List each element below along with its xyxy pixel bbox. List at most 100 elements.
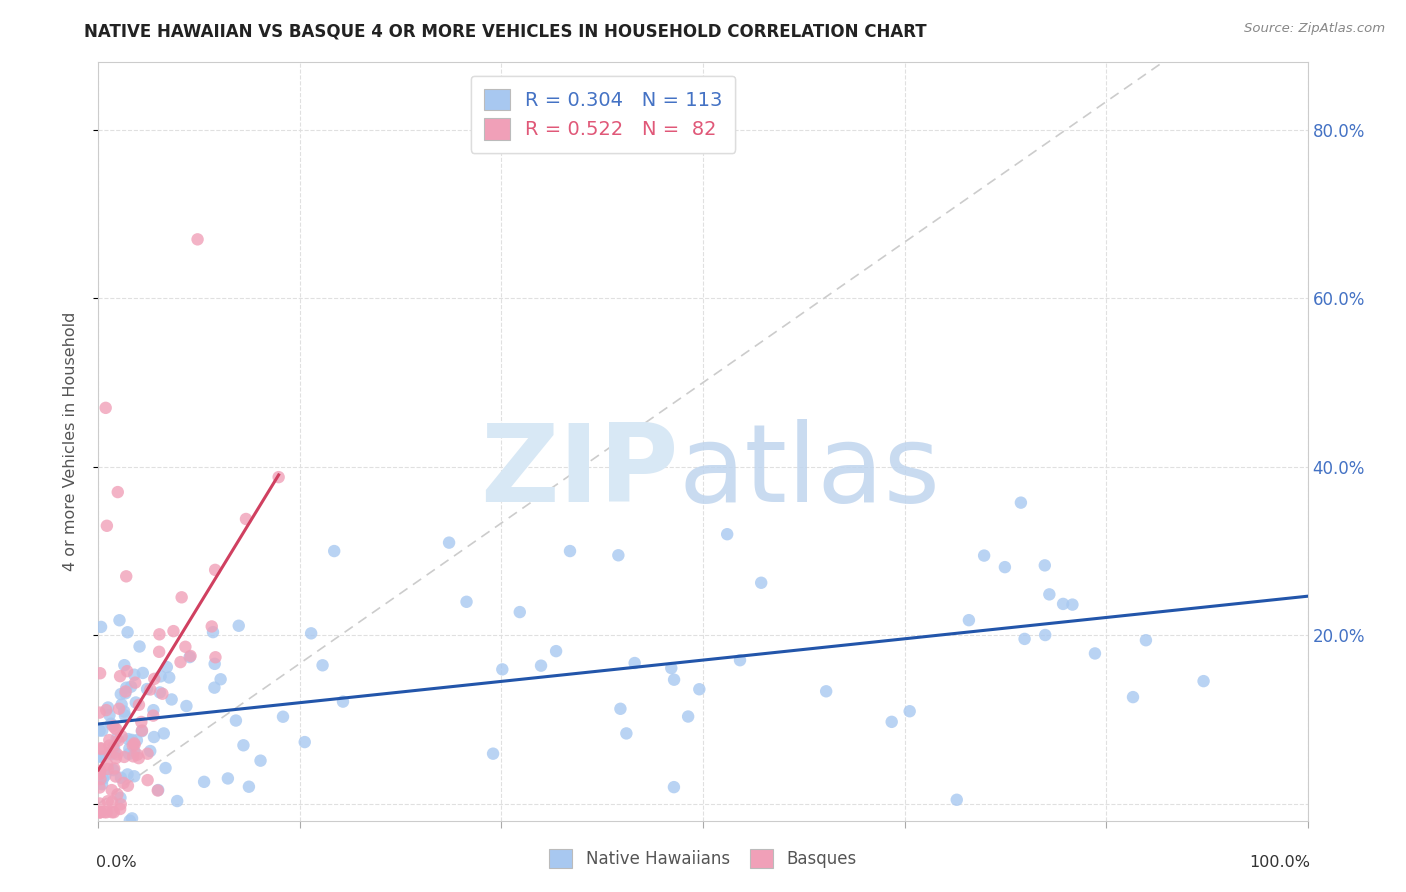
- Point: [1010, 496, 1032, 510]
- Point: [101, 795, 124, 809]
- Point: [136, 681, 159, 696]
- Point: [91, 777, 114, 791]
- Point: [101, 805, 124, 820]
- Point: [299, 626, 322, 640]
- Point: [152, 726, 174, 740]
- Point: [89, 764, 111, 779]
- Point: [125, 733, 148, 747]
- Point: [558, 544, 581, 558]
- Point: [98, 739, 121, 753]
- Text: atlas: atlas: [679, 419, 941, 524]
- Point: [122, 736, 145, 750]
- Point: [108, 802, 131, 816]
- Point: [749, 575, 772, 590]
- Point: [110, 698, 132, 712]
- Point: [148, 627, 170, 641]
- Point: [169, 655, 191, 669]
- Point: [546, 644, 568, 658]
- Point: [880, 714, 903, 729]
- Point: [104, 770, 127, 784]
- Point: [1135, 633, 1157, 648]
- Point: [174, 640, 197, 654]
- Point: [128, 698, 150, 712]
- Point: [688, 682, 710, 697]
- Point: [160, 692, 183, 706]
- Point: [238, 780, 260, 794]
- Point: [101, 719, 124, 733]
- Point: [217, 772, 239, 786]
- Point: [1062, 598, 1084, 612]
- Point: [209, 673, 232, 687]
- Point: [1033, 558, 1056, 573]
- Point: [149, 685, 172, 699]
- Point: [136, 747, 159, 761]
- Point: [437, 535, 460, 549]
- Point: [1084, 647, 1107, 661]
- Point: [179, 650, 201, 665]
- Point: [204, 563, 226, 577]
- Point: [118, 741, 141, 756]
- Point: [124, 744, 146, 758]
- Point: [204, 657, 226, 671]
- Point: [148, 645, 170, 659]
- Point: [89, 749, 111, 764]
- Point: [100, 747, 122, 761]
- Point: [94, 768, 117, 782]
- Point: [509, 605, 531, 619]
- Point: [89, 666, 111, 681]
- Point: [89, 772, 111, 786]
- Point: [155, 761, 177, 775]
- Point: [115, 664, 138, 678]
- Point: [108, 613, 131, 627]
- Point: [93, 805, 115, 820]
- Point: [491, 662, 513, 676]
- Point: [662, 673, 685, 687]
- Point: [91, 723, 114, 738]
- Point: [193, 775, 215, 789]
- Point: [1038, 587, 1060, 601]
- Point: [232, 739, 254, 753]
- Point: [110, 790, 132, 805]
- Point: [91, 772, 114, 786]
- Point: [170, 591, 193, 605]
- Point: [115, 569, 138, 583]
- Point: [90, 741, 112, 756]
- Point: [100, 716, 122, 731]
- Point: [107, 788, 129, 802]
- Point: [957, 613, 980, 627]
- Point: [108, 669, 131, 683]
- Point: [118, 814, 141, 828]
- Point: [114, 686, 136, 700]
- Text: 0.0%: 0.0%: [96, 855, 136, 870]
- Point: [90, 620, 112, 634]
- Point: [1052, 597, 1074, 611]
- Point: [97, 794, 120, 808]
- Point: [225, 714, 247, 728]
- Point: [103, 763, 125, 777]
- Point: [323, 544, 346, 558]
- Point: [110, 687, 132, 701]
- Point: [142, 708, 165, 723]
- Point: [89, 805, 111, 820]
- Point: [98, 733, 121, 747]
- Point: [128, 640, 150, 654]
- Point: [162, 624, 184, 639]
- Legend: R = 0.304   N = 113, R = 0.522   N =  82: R = 0.304 N = 113, R = 0.522 N = 82: [471, 76, 735, 153]
- Point: [143, 730, 166, 744]
- Text: 100.0%: 100.0%: [1249, 855, 1310, 870]
- Point: [98, 746, 121, 760]
- Point: [945, 793, 967, 807]
- Point: [1014, 632, 1036, 646]
- Point: [117, 767, 139, 781]
- Point: [89, 723, 111, 738]
- Text: Source: ZipAtlas.com: Source: ZipAtlas.com: [1244, 22, 1385, 36]
- Point: [136, 773, 159, 788]
- Point: [228, 619, 250, 633]
- Point: [530, 658, 553, 673]
- Point: [114, 684, 136, 698]
- Point: [122, 667, 145, 681]
- Point: [294, 735, 316, 749]
- Point: [728, 653, 751, 667]
- Point: [89, 766, 111, 780]
- Point: [662, 780, 685, 794]
